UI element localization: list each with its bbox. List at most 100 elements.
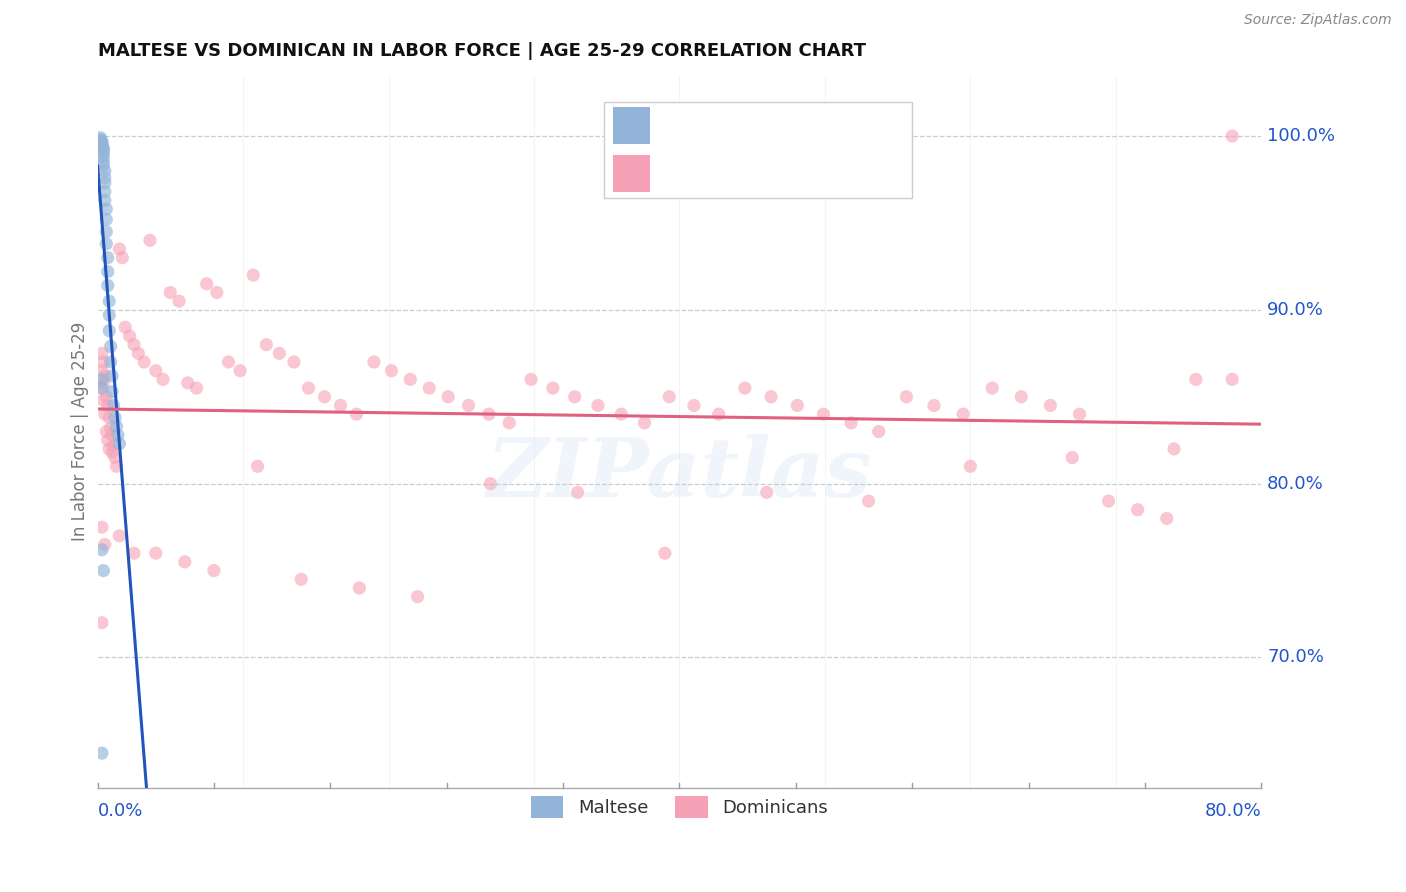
- FancyBboxPatch shape: [613, 107, 651, 145]
- Dominicans: [91, 520, 114, 534]
- Maltese: [91, 381, 114, 395]
- Dominicans: [97, 399, 120, 413]
- Dominicans: [202, 564, 225, 578]
- Dominicans: [91, 364, 114, 378]
- Dominicans: [839, 416, 862, 430]
- Dominicans: [399, 372, 422, 386]
- Dominicans: [567, 485, 589, 500]
- Dominicans: [94, 407, 117, 421]
- Dominicans: [101, 428, 124, 442]
- Legend: Maltese, Dominicans: Maltese, Dominicans: [523, 789, 835, 825]
- Dominicans: [103, 438, 125, 452]
- Text: 0.0%: 0.0%: [97, 802, 143, 820]
- Dominicans: [218, 355, 240, 369]
- Maltese: [103, 399, 125, 413]
- Dominicans: [858, 494, 880, 508]
- Dominicans: [707, 407, 730, 421]
- Dominicans: [981, 381, 1004, 395]
- Maltese: [93, 141, 115, 155]
- Dominicans: [658, 390, 681, 404]
- Dominicans: [329, 399, 352, 413]
- Dominicans: [297, 381, 319, 395]
- Maltese: [100, 355, 122, 369]
- Dominicans: [610, 407, 633, 421]
- Dominicans: [586, 399, 609, 413]
- Text: ZIPatlas: ZIPatlas: [486, 434, 872, 515]
- Dominicans: [269, 346, 291, 360]
- Dominicans: [418, 381, 440, 395]
- Maltese: [91, 542, 114, 557]
- Text: 0.145: 0.145: [709, 164, 770, 183]
- Maltese: [98, 324, 121, 338]
- Dominicans: [755, 485, 778, 500]
- Maltese: [91, 372, 114, 386]
- Dominicans: [246, 459, 269, 474]
- Maltese: [89, 130, 111, 145]
- Dominicans: [1126, 502, 1149, 516]
- Dominicans: [380, 364, 402, 378]
- Maltese: [91, 746, 114, 760]
- Dominicans: [479, 476, 502, 491]
- Maltese: [101, 368, 124, 383]
- Text: 0.308: 0.308: [709, 116, 763, 136]
- Maltese: [105, 419, 128, 434]
- Dominicans: [186, 381, 208, 395]
- Text: N =: N =: [773, 116, 817, 136]
- Dominicans: [93, 393, 115, 408]
- Dominicans: [91, 346, 114, 360]
- Y-axis label: In Labor Force | Age 25-29: In Labor Force | Age 25-29: [72, 322, 89, 541]
- Dominicans: [564, 390, 586, 404]
- Text: Source: ZipAtlas.com: Source: ZipAtlas.com: [1244, 13, 1392, 28]
- Maltese: [96, 202, 118, 216]
- Text: R =: R =: [662, 116, 704, 136]
- Dominicans: [105, 459, 128, 474]
- Dominicans: [134, 355, 156, 369]
- Text: 90.0%: 90.0%: [1267, 301, 1324, 318]
- Text: 80.0%: 80.0%: [1205, 802, 1261, 820]
- Dominicans: [94, 368, 117, 383]
- Dominicans: [759, 390, 782, 404]
- Dominicans: [242, 268, 264, 282]
- Dominicans: [145, 364, 167, 378]
- Maltese: [97, 265, 120, 279]
- Dominicans: [520, 372, 543, 386]
- Dominicans: [101, 445, 124, 459]
- Dominicans: [683, 399, 706, 413]
- Dominicans: [314, 390, 336, 404]
- Dominicans: [127, 346, 149, 360]
- Maltese: [97, 278, 120, 293]
- Maltese: [89, 132, 111, 146]
- Maltese: [100, 339, 122, 353]
- Maltese: [98, 308, 121, 322]
- Dominicans: [1156, 511, 1178, 525]
- Dominicans: [290, 572, 312, 586]
- Maltese: [96, 212, 118, 227]
- Dominicans: [100, 421, 122, 435]
- Dominicans: [96, 425, 118, 439]
- Dominicans: [122, 546, 145, 560]
- Dominicans: [111, 251, 134, 265]
- Maltese: [96, 236, 118, 251]
- Maltese: [94, 194, 117, 208]
- Dominicans: [437, 390, 460, 404]
- Dominicans: [152, 372, 174, 386]
- Maltese: [94, 170, 117, 185]
- Text: N =: N =: [773, 164, 817, 183]
- Dominicans: [98, 410, 121, 425]
- Dominicans: [1163, 442, 1185, 456]
- Maltese: [91, 137, 114, 152]
- Dominicans: [97, 434, 120, 448]
- Dominicans: [108, 529, 131, 543]
- Maltese: [91, 136, 114, 150]
- Dominicans: [167, 294, 190, 309]
- Maltese: [97, 251, 120, 265]
- Dominicans: [1220, 129, 1243, 144]
- Maltese: [101, 384, 124, 399]
- FancyBboxPatch shape: [613, 155, 651, 192]
- Dominicans: [363, 355, 385, 369]
- Dominicans: [159, 285, 181, 300]
- Dominicans: [1185, 372, 1208, 386]
- Dominicans: [1062, 450, 1084, 465]
- FancyBboxPatch shape: [603, 102, 912, 198]
- Dominicans: [254, 337, 277, 351]
